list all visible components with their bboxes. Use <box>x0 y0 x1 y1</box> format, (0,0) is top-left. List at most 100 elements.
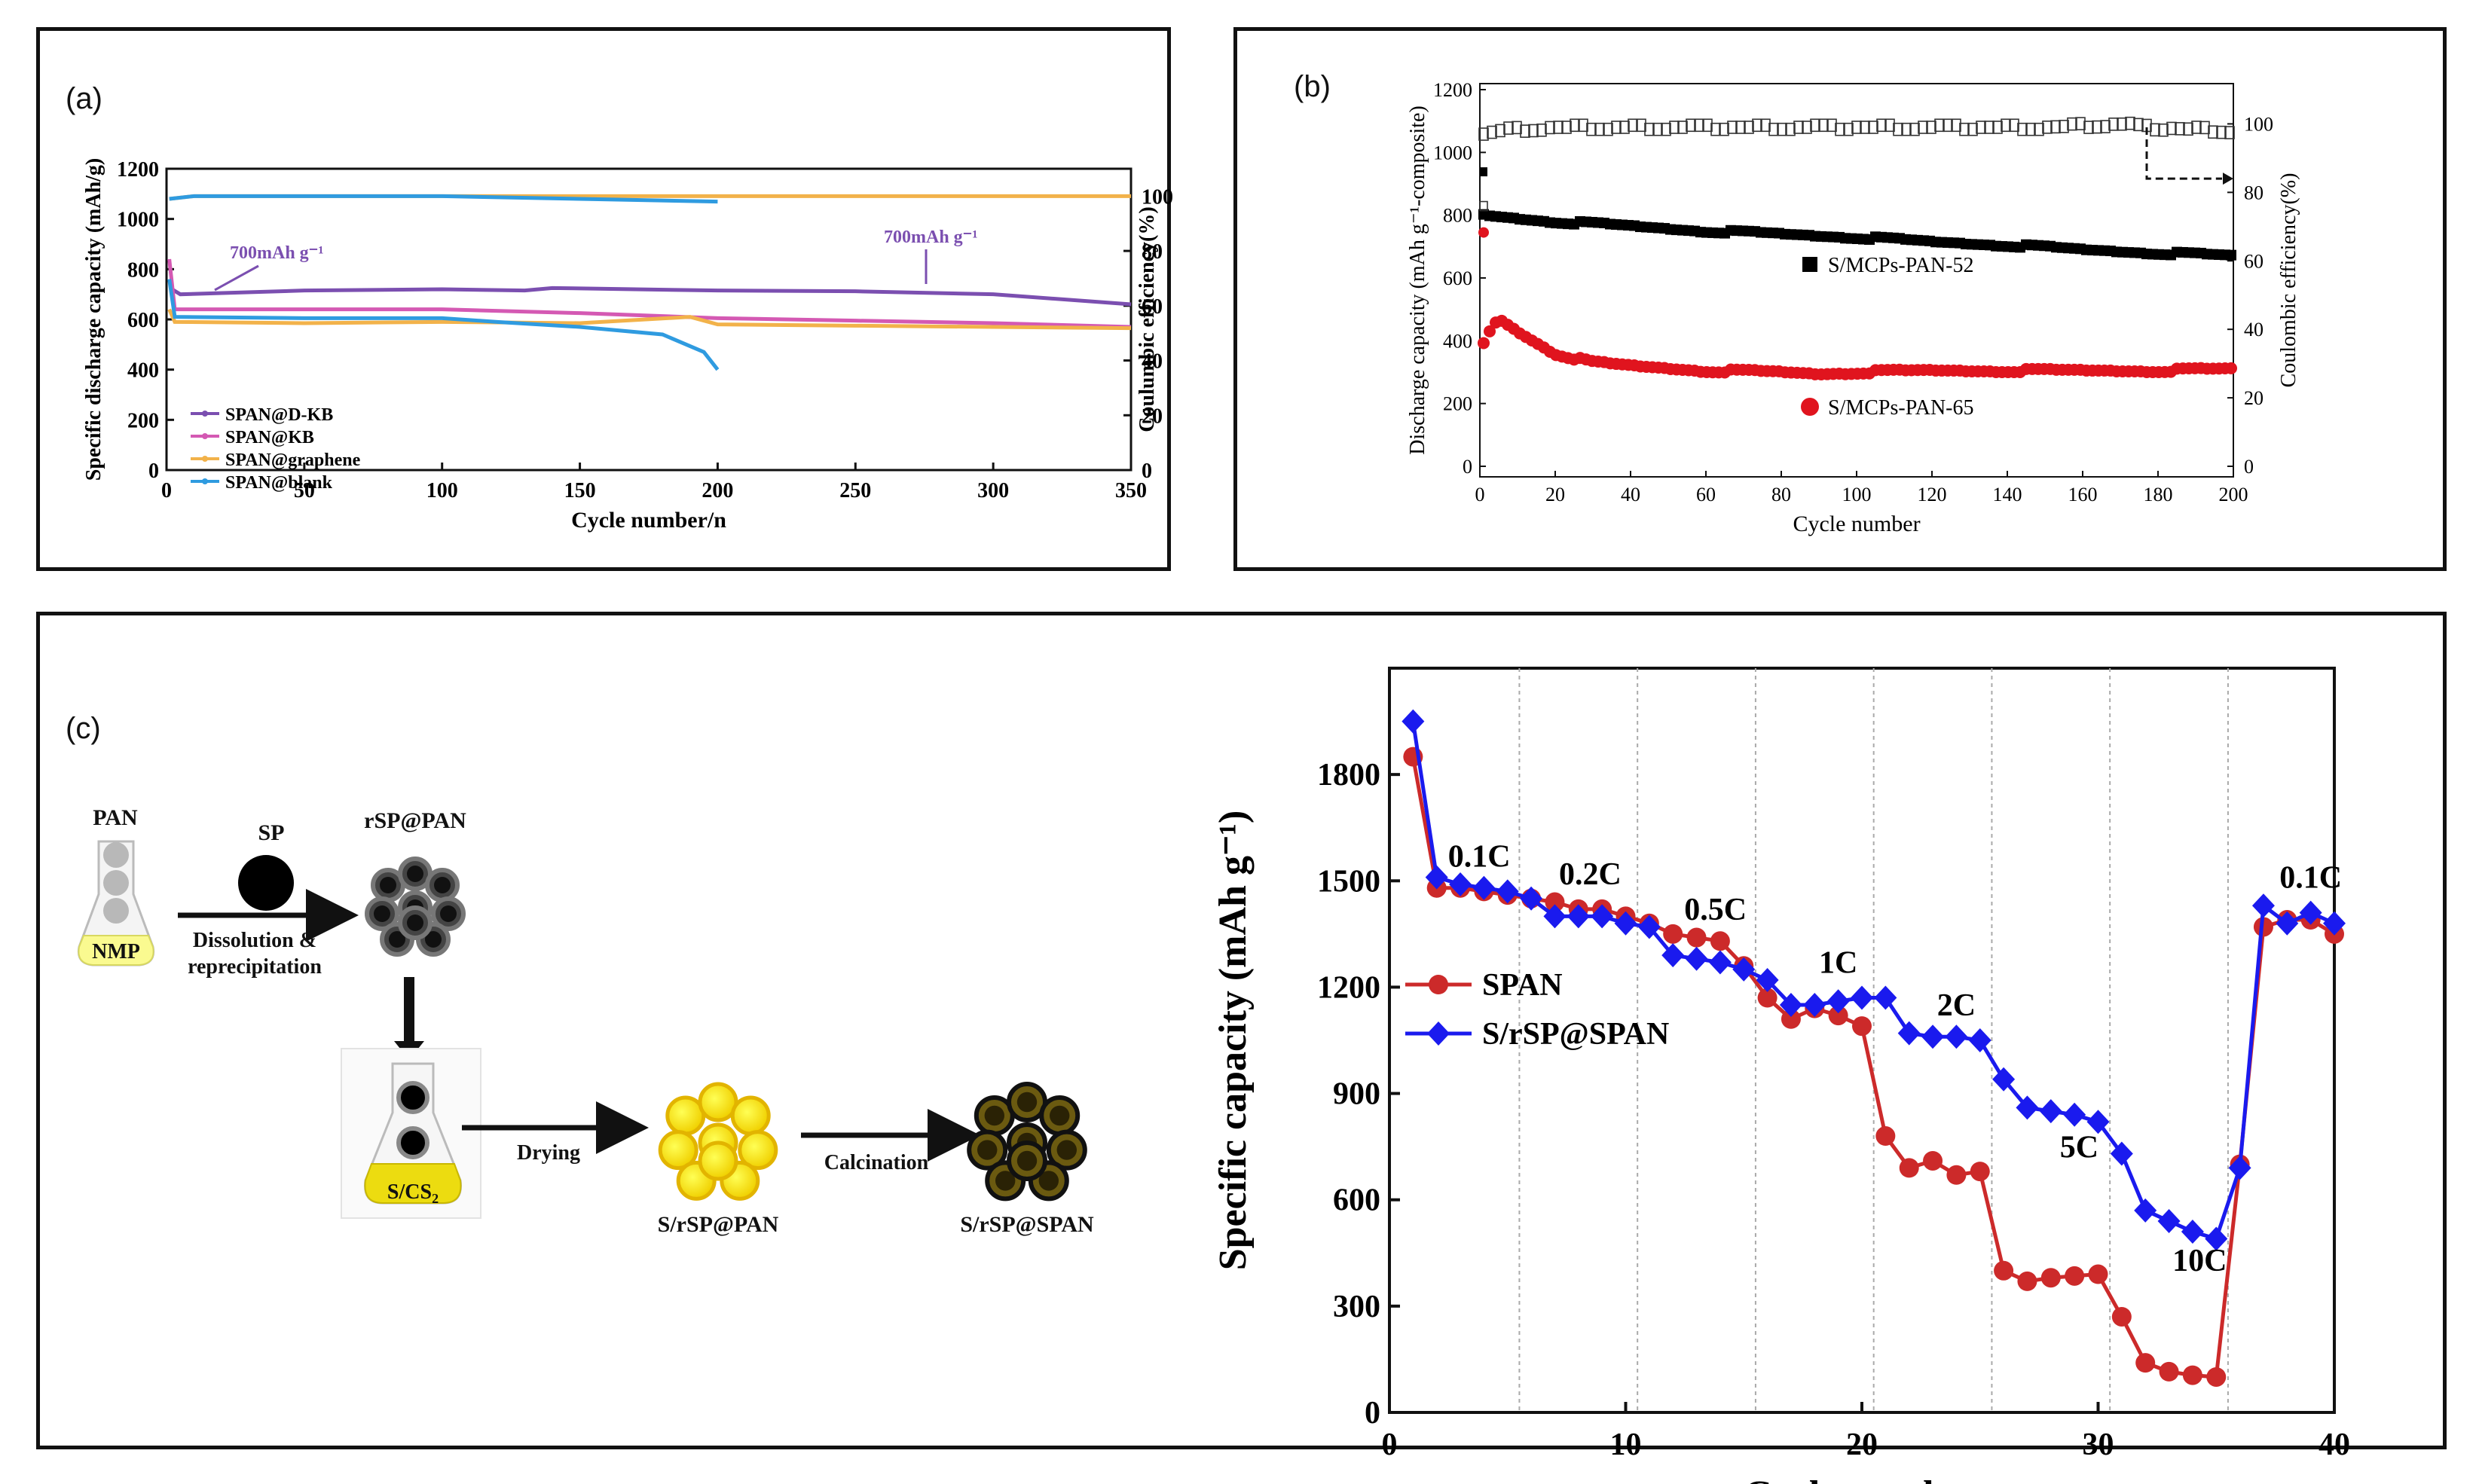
y2-tick-label: 80 <box>2244 182 2264 203</box>
ce-point <box>1901 122 1912 136</box>
y2-tick-label: 0 <box>1142 460 1152 483</box>
ce-point <box>1959 122 1970 136</box>
rsp-pan-label: rSP@PAN <box>364 808 466 833</box>
x-tick-label: 160 <box>2068 484 2098 505</box>
x-tick-label: 40 <box>2319 1428 2350 1462</box>
panel-b: (b) 0 20 40 60 80 100 120 140 160 180 200 0 200 400 60… <box>1233 27 2447 571</box>
panel-a: (a) 0 50 100 150 200 250 300 350 0 200 400 600 800 10… <box>36 27 1173 571</box>
ce-point <box>1835 122 1845 136</box>
data-point-S/rSP@SPAN <box>2063 1102 2086 1127</box>
x-tick-label: 0 <box>161 479 172 502</box>
ce-point <box>1785 122 1796 136</box>
data-point-SPAN <box>1710 931 1730 951</box>
ce-point <box>2108 118 2119 131</box>
s-rsp-span-cluster: S/rSP@SPAN <box>960 1082 1094 1237</box>
ce-point <box>2199 121 2210 135</box>
y2-tick-label: 0 <box>2244 456 2254 478</box>
ce-point <box>1636 118 1646 133</box>
x-tick-label: 140 <box>1993 484 2022 505</box>
data-point-SPAN <box>2017 1271 2037 1291</box>
ce-point <box>2175 122 2185 136</box>
y-tick-label: 600 <box>1443 267 1472 289</box>
data-point-SPAN <box>2206 1366 2227 1387</box>
data-point-SPAN <box>1545 892 1565 912</box>
data-point-SPAN <box>2253 917 2273 937</box>
data-point-SPAN <box>1970 1162 1990 1182</box>
data-point-S/rSP@SPAN <box>1968 1028 1991 1052</box>
ce-point <box>1652 122 1663 136</box>
ce-point <box>2025 122 2036 136</box>
x-tick-label: 120 <box>1918 484 1947 505</box>
drying-label: Drying <box>517 1141 580 1165</box>
ce-point <box>1818 118 1829 133</box>
y-tick-label: 1200 <box>1433 79 1472 101</box>
ce-point <box>1909 122 1920 136</box>
chart-c: 0 10 20 30 40 0 300 600 900 1200 1500 1800 Cycle num… <box>1212 667 2350 1484</box>
data-point-S/rSP@SPAN <box>1449 872 1472 896</box>
ce-point <box>1578 118 1588 133</box>
data-point-S/rSP@SPAN <box>2016 1095 2039 1120</box>
nmp-label: NMP <box>92 940 140 963</box>
y2-tick-label: 20 <box>2244 387 2264 409</box>
chart-a: 0 50 100 150 200 250 300 3500200400600800100012… <box>82 158 1173 533</box>
cluster-core <box>434 877 451 893</box>
data-point-S/rSP@SPAN <box>2157 1208 2181 1233</box>
legend-label: SPAN@D-KB <box>225 405 333 425</box>
series-line-SPAN@D-KB <box>171 286 1132 307</box>
x-tick-label: 0 <box>1382 1428 1398 1462</box>
series-line-SPAN <box>1411 756 2336 1379</box>
data-point-SPAN <box>1757 988 1777 1008</box>
data-point-SPAN <box>2111 1306 2132 1327</box>
ce-point <box>1893 122 1903 136</box>
outlier-point <box>1478 227 1489 238</box>
ce-point <box>1868 121 1878 134</box>
legend-marker <box>202 411 208 417</box>
rate-label: 2C <box>1937 988 1976 1023</box>
ce-arrow-head <box>2223 173 2233 185</box>
data-point-S/rSP@SPAN <box>2039 1099 2062 1124</box>
x-axis-label: Cycle number <box>1744 1473 1979 1484</box>
y-tick-label: 1800 <box>1317 758 1380 792</box>
cluster-particle <box>738 1130 778 1171</box>
panel-b-label: (b) <box>1294 70 1331 103</box>
ce-point <box>1876 118 1887 133</box>
ce-point <box>2183 122 2193 136</box>
ce-point <box>1536 124 1547 137</box>
chart-b: 0 20 40 60 80 100 120 140 160 180 2000200400600800… <box>1406 79 2300 536</box>
ce-point <box>1826 118 1837 133</box>
data-point-S/rSP@SPAN <box>2086 1110 2110 1134</box>
data-point-S/rSP@SPAN <box>1637 915 1661 939</box>
ce-point <box>1528 124 1539 138</box>
x-tick-label: 200 <box>702 479 733 502</box>
ce-point <box>1918 121 1928 134</box>
calcination-label: Calcination <box>824 1151 929 1174</box>
efficiency-line <box>169 194 718 204</box>
ce-point <box>1570 118 1580 133</box>
y-axis-label: Specific discharge capacity (mAh/g) <box>82 158 105 481</box>
y-tick-label: 600 <box>1333 1183 1380 1218</box>
ce-point <box>2017 122 2028 136</box>
ce-point <box>1777 122 1787 136</box>
data-point-S/rSP@SPAN <box>1992 1067 2016 1092</box>
ce-point <box>2092 120 2102 134</box>
ce-point <box>2059 120 2069 133</box>
y-tick-label: 400 <box>1443 330 1472 352</box>
data-point-SPAN <box>2182 1365 2202 1385</box>
data-point-S/rSP@SPAN <box>1945 1024 1968 1049</box>
cluster-core <box>995 1171 1016 1191</box>
ce-point <box>1760 118 1771 133</box>
data-point-S/rSP@SPAN <box>1803 992 1826 1017</box>
cluster-core <box>425 931 442 948</box>
data-point-S/MCPs-PAN-65 <box>1478 337 1490 350</box>
data-point-S/rSP@SPAN <box>1708 950 1732 975</box>
data-point-S/MCPs-PAN-52 <box>2226 249 2236 261</box>
dissolution-label: Dissolution & <box>193 929 316 952</box>
data-point-SPAN <box>1828 1006 1848 1026</box>
cluster-particle <box>658 1130 698 1171</box>
sp-particle: SP <box>238 820 294 911</box>
ce-point <box>2158 123 2169 137</box>
data-point-SPAN <box>2065 1266 2085 1286</box>
panel-a-label: (a) <box>66 82 102 115</box>
ce-point <box>2216 125 2227 139</box>
ce-point <box>1603 122 1613 136</box>
